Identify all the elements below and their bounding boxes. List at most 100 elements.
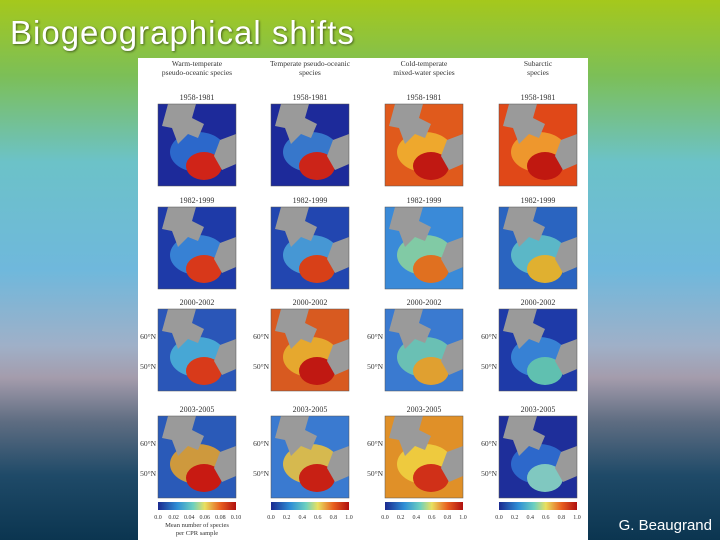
map-land — [214, 339, 236, 375]
slide-title: Biogeographical shifts — [10, 14, 355, 51]
period-label: 2003-2005 — [407, 405, 442, 414]
colorbar-tick-label: 0.8 — [444, 515, 452, 521]
map-zone — [527, 357, 563, 385]
colorbar-tick-label: 0.8 — [558, 515, 566, 521]
period-label: 2000-2002 — [293, 298, 328, 307]
colorbar-tick-label: 0.06 — [200, 515, 211, 521]
column-header-line: pseudo-oceanic species — [162, 68, 232, 77]
colorbar-caption: per CPR sample — [176, 530, 218, 537]
map-frame — [270, 415, 350, 499]
map-land — [389, 416, 431, 456]
map-frame — [384, 415, 464, 499]
colorbar-tick-label: 0.4 — [412, 515, 420, 521]
map-zone — [186, 357, 222, 385]
colorbar — [158, 502, 236, 510]
period-label: 1958-1981 — [293, 93, 328, 102]
period-label: 1982-1999 — [407, 196, 442, 205]
map-zone — [186, 255, 222, 283]
colorbar-tick-label: 0.0 — [154, 515, 162, 521]
map-zone — [413, 464, 449, 492]
map-frame — [270, 308, 350, 392]
map-frame — [498, 308, 578, 392]
map-land — [275, 104, 317, 144]
map-zone — [527, 255, 563, 283]
map-land — [327, 446, 349, 482]
lat-label: 60°N — [140, 332, 156, 341]
map-land — [275, 416, 317, 456]
period-label: 1958-1981 — [180, 93, 215, 102]
column-header-line: Warm-temperate — [172, 59, 223, 68]
map-frame — [157, 206, 237, 290]
colorbar-tick-label: 0.0 — [267, 515, 275, 521]
map-land — [441, 134, 463, 170]
map-frame — [384, 103, 464, 187]
lat-label: 50°N — [253, 362, 269, 371]
column-header: Cold-temperate mixed-water species — [393, 59, 455, 77]
map-zone — [413, 152, 449, 180]
period-label: 1982-1999 — [293, 196, 328, 205]
period-label: 2000-2002 — [180, 298, 215, 307]
map-land — [389, 104, 431, 144]
colorbar-tick-label: 0.02 — [168, 515, 179, 521]
column-header-line: mixed-water species — [393, 68, 455, 77]
column-header-line: species — [299, 68, 321, 77]
map-zone — [186, 464, 222, 492]
lat-label: 50°N — [140, 362, 156, 371]
map-zone — [527, 152, 563, 180]
colorbar — [385, 502, 463, 510]
lat-label: 60°N — [140, 439, 156, 448]
lat-label: 50°N — [481, 469, 497, 478]
map-zone — [299, 152, 335, 180]
colorbar-tick-label: 0.6 — [428, 515, 436, 521]
map-land — [389, 309, 431, 349]
colorbar — [499, 502, 577, 510]
map-zone — [299, 464, 335, 492]
colorbar-tick-label: 1.0 — [459, 515, 467, 521]
colorbar-tick-label: 0.2 — [397, 515, 405, 521]
colorbar-tick-label: 0.4 — [526, 515, 534, 521]
lat-label: 50°N — [481, 362, 497, 371]
period-label: 2000-2002 — [407, 298, 442, 307]
map-land — [441, 339, 463, 375]
map-zone — [299, 357, 335, 385]
period-label: 2003-2005 — [293, 405, 328, 414]
colorbar — [271, 502, 349, 510]
map-land — [555, 339, 577, 375]
map-zone — [527, 464, 563, 492]
lat-label: 50°N — [253, 469, 269, 478]
map-land — [162, 416, 204, 456]
lat-label: 60°N — [253, 439, 269, 448]
period-label: 1958-1981 — [407, 93, 442, 102]
colorbar-tick-label: 1.0 — [345, 515, 353, 521]
map-frame — [157, 308, 237, 392]
map-land — [327, 237, 349, 273]
map-land — [327, 134, 349, 170]
colorbar-tick-label: 0.2 — [283, 515, 291, 521]
map-land — [503, 104, 545, 144]
map-land — [214, 134, 236, 170]
colorbar-tick-label: 0.6 — [542, 515, 550, 521]
map-land — [503, 416, 545, 456]
map-land — [389, 207, 431, 247]
column-header: Subarctic species — [524, 59, 553, 77]
period-label: 1982-1999 — [180, 196, 215, 205]
column-header-line: species — [527, 68, 549, 77]
colorbar-tick-label: 0.6 — [314, 515, 322, 521]
credit: G. Beaugrand — [618, 517, 712, 534]
lat-label: 50°N — [367, 362, 383, 371]
lat-label: 50°N — [140, 469, 156, 478]
period-label: 1958-1981 — [521, 93, 556, 102]
map-land — [441, 237, 463, 273]
period-label: 2003-2005 — [180, 405, 215, 414]
map-land — [214, 237, 236, 273]
map-land — [275, 207, 317, 247]
map-zone — [413, 357, 449, 385]
map-frame — [384, 206, 464, 290]
column-header: Warm-temperate pseudo-oceanic species — [162, 59, 232, 77]
colorbar-tick-label: 0.10 — [231, 515, 242, 521]
map-zone — [186, 152, 222, 180]
map-frame — [498, 206, 578, 290]
column-header-line: Temperate pseudo-oceanic — [270, 59, 351, 68]
map-land — [162, 104, 204, 144]
